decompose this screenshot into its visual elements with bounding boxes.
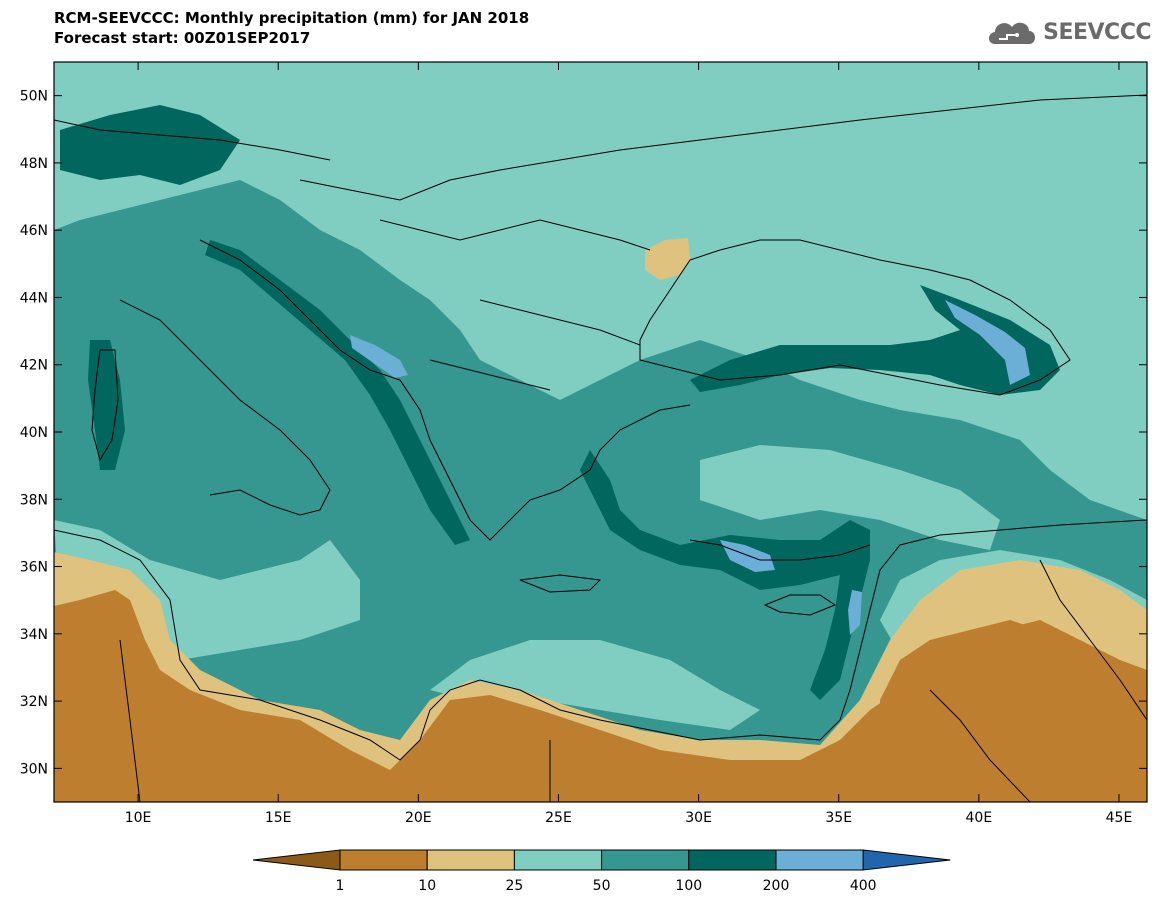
field-25-50-north	[54, 62, 1147, 520]
y-tick-label: 34N	[20, 627, 48, 643]
forecast-start: Forecast start: 00Z01SEP2017	[54, 29, 311, 47]
colorbar-max-extension	[862, 849, 951, 871]
x-tick-label: 30E	[685, 810, 712, 826]
colorbar-label: 25	[505, 878, 523, 894]
map-title: RCM-SEEVCCC: Monthly precipitation (mm) …	[54, 9, 530, 27]
field-200-400-lebanon	[848, 590, 862, 635]
cloud-icon	[989, 22, 1036, 44]
colorbar-label: 100	[675, 878, 702, 894]
y-tick-label: 44N	[20, 290, 48, 306]
x-tick-label: 40E	[966, 810, 993, 826]
colorbar-label: 50	[593, 878, 611, 894]
x-tick-label: 20E	[405, 810, 432, 826]
colorbar-segment	[513, 849, 603, 871]
x-tick-label: 15E	[265, 810, 292, 826]
x-axis: 10E 15E 20E 25E 30E 35E 40E 45E	[125, 62, 1133, 826]
field-10-25-danube-delta	[645, 238, 690, 280]
colorbar-label: 1	[336, 878, 345, 894]
colorbar-segment	[339, 849, 428, 871]
field-200-400-taurus	[720, 540, 775, 572]
field-200-400-caucasus	[945, 300, 1030, 385]
y-tick-label: 40N	[20, 425, 48, 441]
colorbar-segment	[601, 849, 690, 871]
colorbar-segment	[688, 849, 777, 871]
logo-text: SEEVCCC	[1043, 19, 1151, 45]
x-tick-label: 45E	[1106, 810, 1133, 826]
field-1-10-arabia	[880, 620, 1147, 802]
colorbar-label: 200	[763, 878, 790, 894]
colorbar-min-extension	[252, 849, 341, 871]
field-100-200-alps	[60, 105, 240, 185]
y-tick-label: 48N	[20, 156, 48, 172]
field-100-200-adriatic	[205, 240, 470, 545]
y-tick-label: 50N	[20, 89, 48, 105]
y-tick-label: 38N	[20, 492, 48, 508]
title-block: RCM-SEEVCCC: Monthly precipitation (mm) …	[54, 8, 529, 48]
x-tick-label: 10E	[125, 810, 152, 826]
colorbar-segment	[426, 849, 515, 871]
coastlines	[54, 94, 1147, 802]
y-axis: 30N 32N 34N 36N 38N 40N 42N 44N 46N 48N 50N	[20, 89, 1147, 777]
field-100-200-aegean	[580, 450, 870, 700]
field-25-50-libyan-sea	[430, 640, 760, 730]
field-25-50-anatolia	[700, 445, 1000, 550]
y-tick-label: 32N	[20, 694, 48, 710]
y-tick-label: 42N	[20, 358, 48, 374]
y-tick-label: 46N	[20, 223, 48, 239]
colorbar-label: 400	[850, 878, 877, 894]
x-tick-label: 25E	[545, 810, 572, 826]
y-tick-label: 30N	[20, 761, 48, 777]
field-1-10-sahara	[54, 590, 1147, 802]
y-tick-label: 36N	[20, 560, 48, 576]
seevccc-logo: SEEVCCC	[985, 16, 1151, 48]
x-tick-label: 35E	[825, 810, 852, 826]
precipitation-field	[54, 62, 1147, 802]
field-200-400-dalmatia	[350, 335, 408, 378]
colorbar-segment	[775, 849, 864, 871]
colorbar-legend: 1 10 25 50 100 200 400	[252, 849, 951, 894]
colorbar-label: 10	[418, 878, 436, 894]
